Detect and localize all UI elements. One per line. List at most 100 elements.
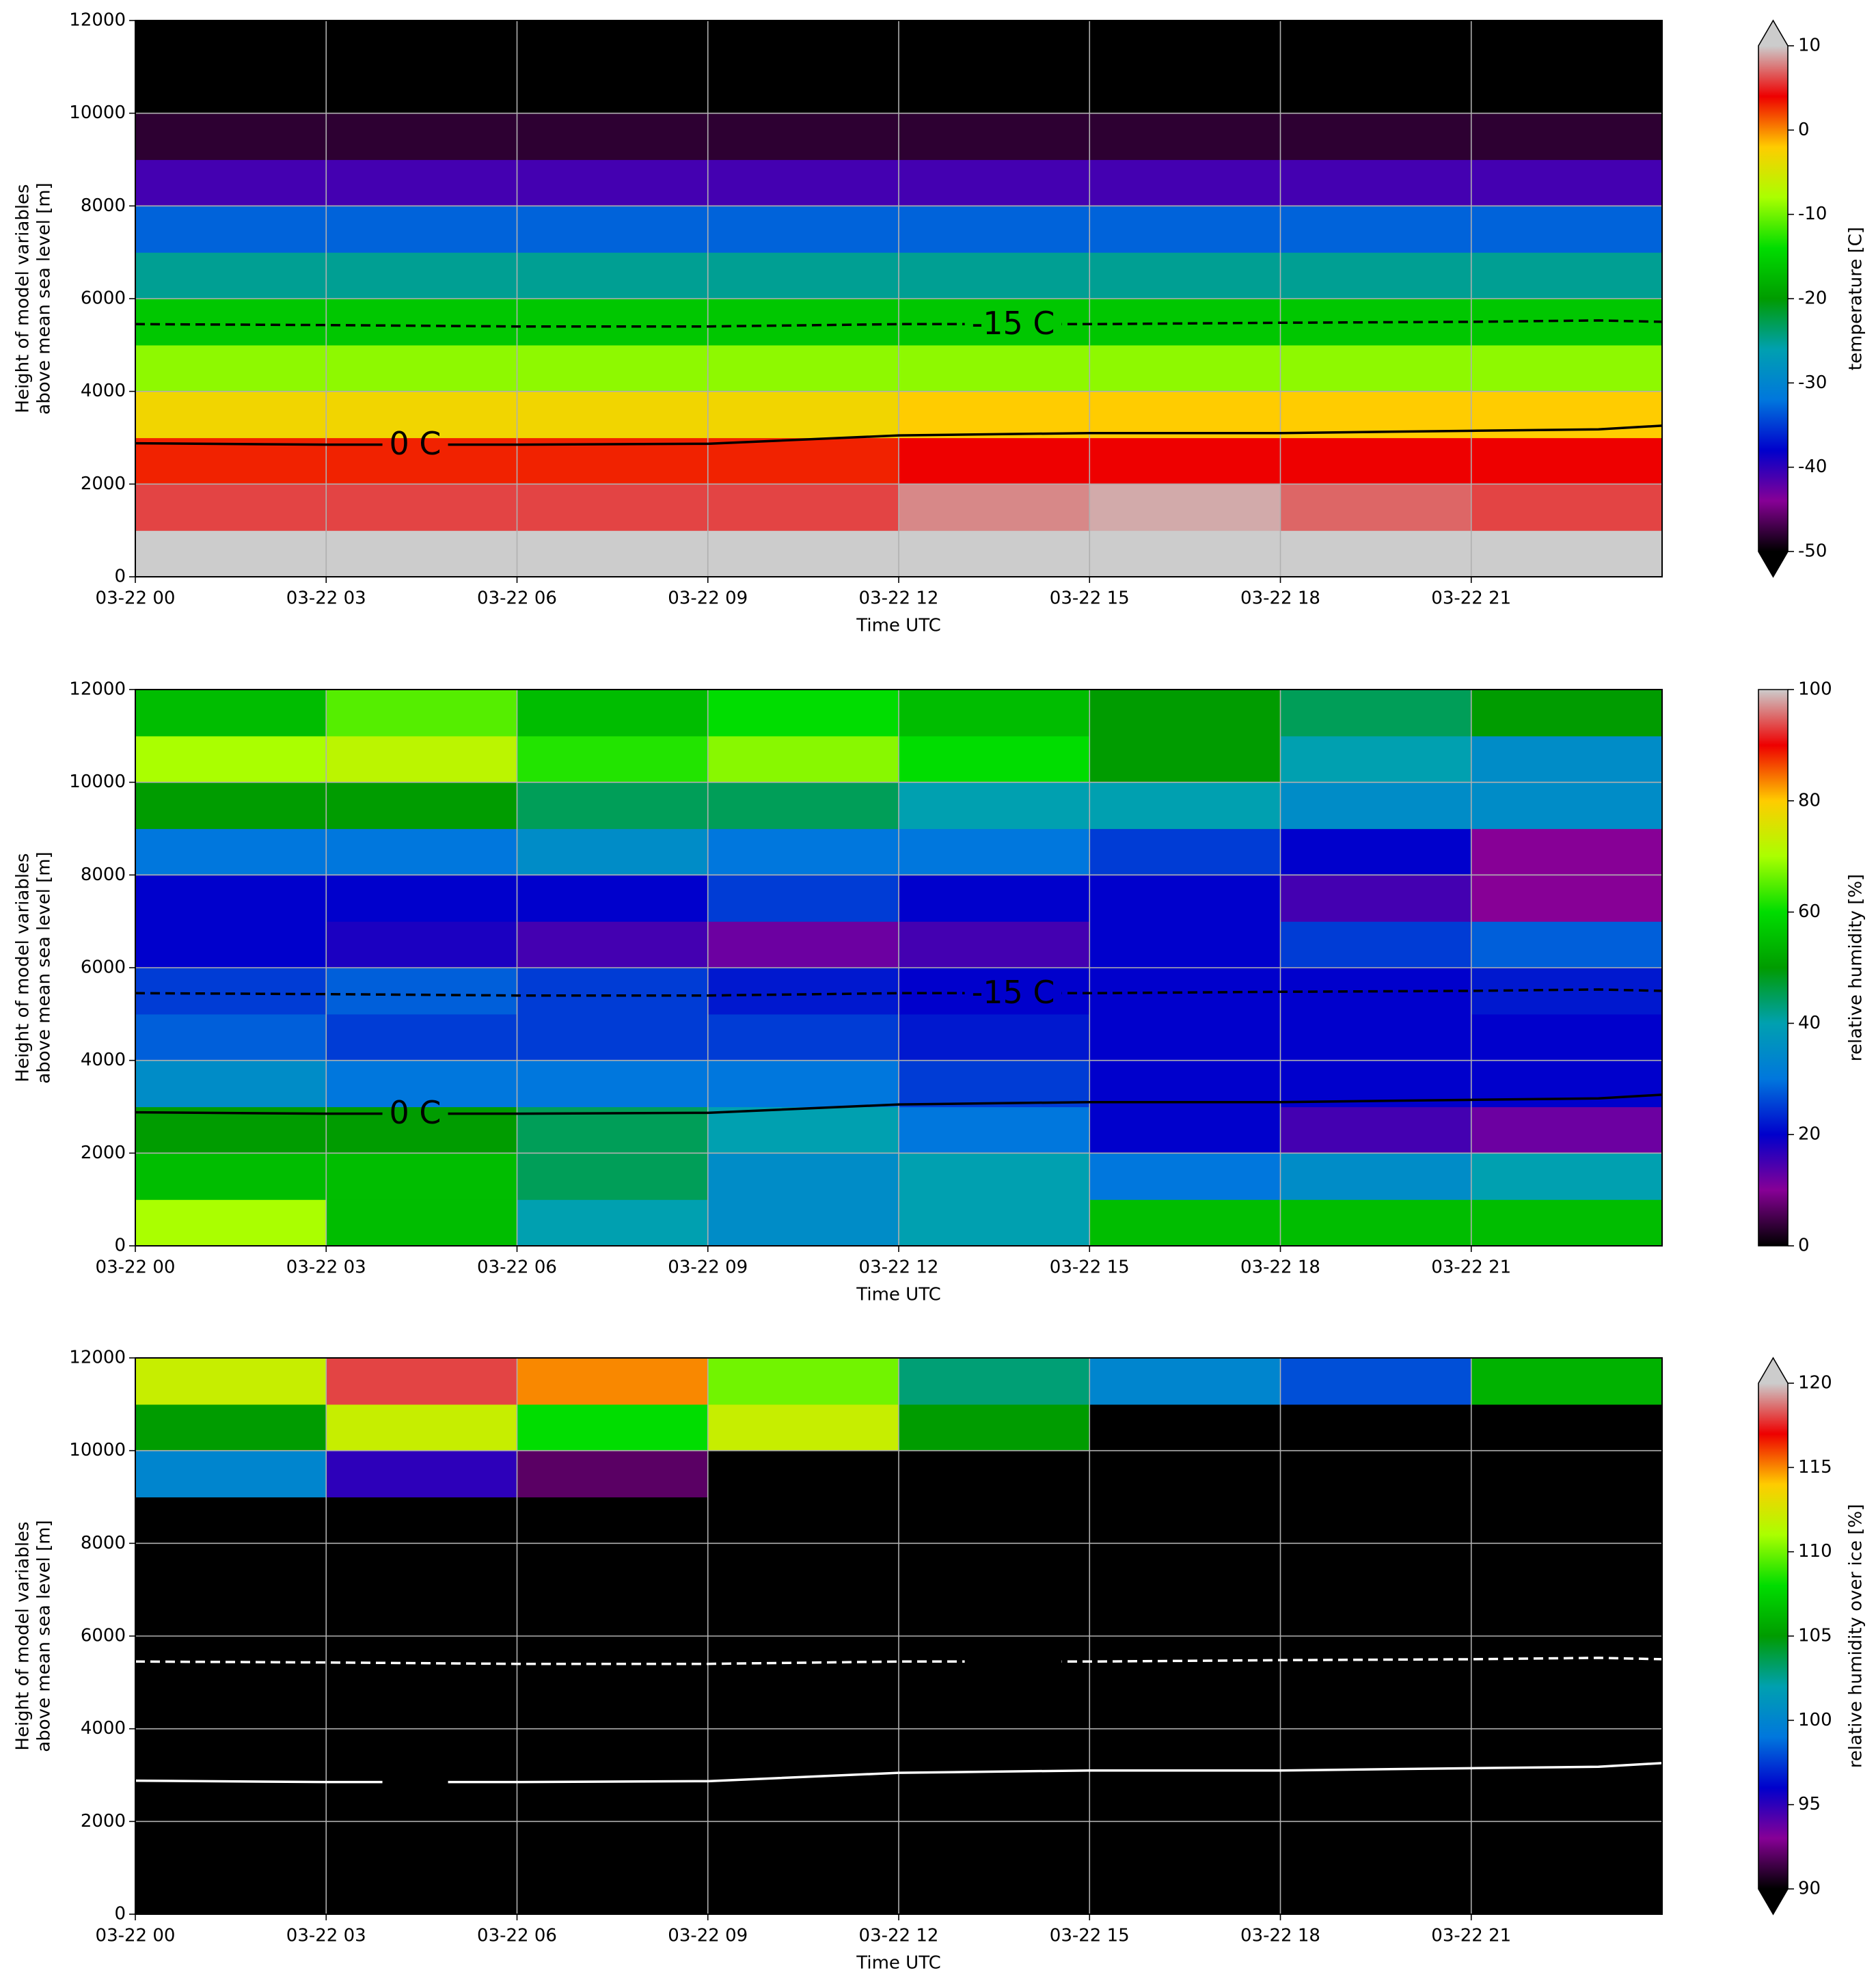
heatmap-cell <box>326 921 518 968</box>
heatmap-cell <box>517 1060 709 1108</box>
heatmap-cell <box>707 206 899 253</box>
x-tick-label: 03-22 06 <box>477 588 557 609</box>
heatmap-cell <box>899 1106 1090 1154</box>
y-tick-label: 6000 <box>81 288 126 309</box>
heatmap-cell <box>1280 206 1472 253</box>
heatmap-cell <box>1471 252 1663 299</box>
heatmap-cell <box>326 1358 518 1405</box>
heatmap-cell <box>899 782 1090 830</box>
heatmap-cell <box>517 782 709 830</box>
heatmap-cell <box>517 735 709 783</box>
heatmap-cell <box>899 437 1090 485</box>
heatmap-cell <box>1471 735 1663 783</box>
x-tick-label: 03-22 15 <box>1050 1926 1130 1946</box>
heatmap-cell <box>1089 159 1281 206</box>
heatmap-cell <box>326 1682 518 1730</box>
heatmap-cell <box>1280 113 1472 161</box>
x-tick-label: 03-22 21 <box>1431 1926 1511 1946</box>
colorbar-tick-label: -20 <box>1798 288 1827 309</box>
heatmap-cell <box>1089 1106 1281 1154</box>
heatmap-cell <box>1280 1497 1472 1544</box>
heatmap-cell <box>1471 921 1663 968</box>
contours <box>135 1657 1663 1784</box>
heatmap-cell <box>1089 1013 1281 1061</box>
heatmap-cell <box>899 66 1090 114</box>
heatmap-cell <box>1089 484 1281 531</box>
heatmap-cell <box>1280 66 1472 114</box>
heatmap-cell <box>707 437 899 485</box>
heatmap-cell <box>707 1821 899 1868</box>
heatmap-cell <box>1280 1450 1472 1498</box>
heatmap-cell <box>1471 21 1663 68</box>
heatmap-cell <box>1280 530 1472 577</box>
heatmap-cell <box>707 21 899 68</box>
heatmap-cell <box>1280 1590 1472 1637</box>
heatmap-cell <box>1471 1590 1663 1637</box>
colorbar-tick-label: 10 <box>1798 36 1821 56</box>
y-tick-label: 12000 <box>69 10 126 31</box>
colorbar-tick-label: -40 <box>1798 457 1827 477</box>
heatmap-cell <box>135 1868 327 1915</box>
heatmap-cell <box>1089 113 1281 161</box>
contour-label: -15 C <box>972 305 1055 342</box>
heatmap-cell <box>326 21 518 68</box>
heatmap-cell <box>1280 1868 1472 1915</box>
x-tick-label: 03-22 15 <box>1050 588 1130 609</box>
heatmap-cell <box>899 530 1090 577</box>
heatmap-cell <box>326 1199 518 1247</box>
contours <box>135 988 1663 1115</box>
heatmap-cell <box>899 1543 1090 1590</box>
heatmap-cell <box>1471 1013 1663 1061</box>
heatmap-cell <box>1089 391 1281 439</box>
contour-line <box>135 424 1663 446</box>
heatmap-cell <box>1471 113 1663 161</box>
heatmap-cell <box>1471 1775 1663 1822</box>
heatmap-cell <box>135 1153 327 1200</box>
heatmap-cell <box>326 690 518 737</box>
x-tick-label: 03-22 18 <box>1240 588 1320 609</box>
heatmap-cell <box>899 735 1090 783</box>
y-tick-label: 10000 <box>69 103 126 123</box>
heatmap-cell <box>1471 437 1663 485</box>
heatmap-cell <box>707 113 899 161</box>
heatmap-cell <box>707 1868 899 1915</box>
heatmap-cell <box>707 1590 899 1637</box>
heatmap-cell <box>899 391 1090 439</box>
heatmap-cell <box>707 782 899 830</box>
heatmap-cell <box>326 1060 518 1108</box>
heatmap-cell <box>517 66 709 114</box>
colorbar <box>1758 690 1788 1246</box>
heatmap-cell <box>1280 437 1472 485</box>
heatmap-cell <box>517 159 709 206</box>
heatmap-cell <box>326 391 518 439</box>
heatmap-cell <box>1280 21 1472 68</box>
heatmap-cell <box>1471 1497 1663 1544</box>
heatmap-cell <box>1089 344 1281 392</box>
heatmap-cell <box>707 1543 899 1590</box>
heatmap-cell <box>899 159 1090 206</box>
heatmap-cell <box>707 1728 899 1776</box>
panel: 0 C -15 C 03-22 00 03-22 03 03-22 06 03-22 09… <box>13 10 1866 636</box>
heatmap-cell <box>1089 1775 1281 1822</box>
heatmap-cell <box>899 1060 1090 1108</box>
heatmap-cell <box>517 1728 709 1776</box>
heatmap-cell <box>1089 1199 1281 1247</box>
y-axis-label: Height of model variables <box>13 853 33 1082</box>
heatmap-cell <box>326 1153 518 1200</box>
heatmap-cell <box>135 391 327 439</box>
heatmap-cell <box>899 1682 1090 1730</box>
x-tick-label: 03-22 00 <box>96 1257 176 1278</box>
heatmap-cell <box>135 1728 327 1776</box>
colorbar-tick-label: -30 <box>1798 372 1827 393</box>
y-tick-label: 8000 <box>81 1533 126 1553</box>
heatmap-cell <box>707 1404 899 1452</box>
heatmap-cell <box>1280 1013 1472 1061</box>
heatmap-cell <box>326 1821 518 1868</box>
heatmap-cell <box>135 344 327 392</box>
heatmap-cell <box>517 968 709 1015</box>
heatmap-cell <box>1089 1404 1281 1452</box>
colorbar-tick-label: 110 <box>1798 1541 1832 1562</box>
heatmap-cell <box>135 299 327 346</box>
heatmap-cell <box>1471 1358 1663 1405</box>
